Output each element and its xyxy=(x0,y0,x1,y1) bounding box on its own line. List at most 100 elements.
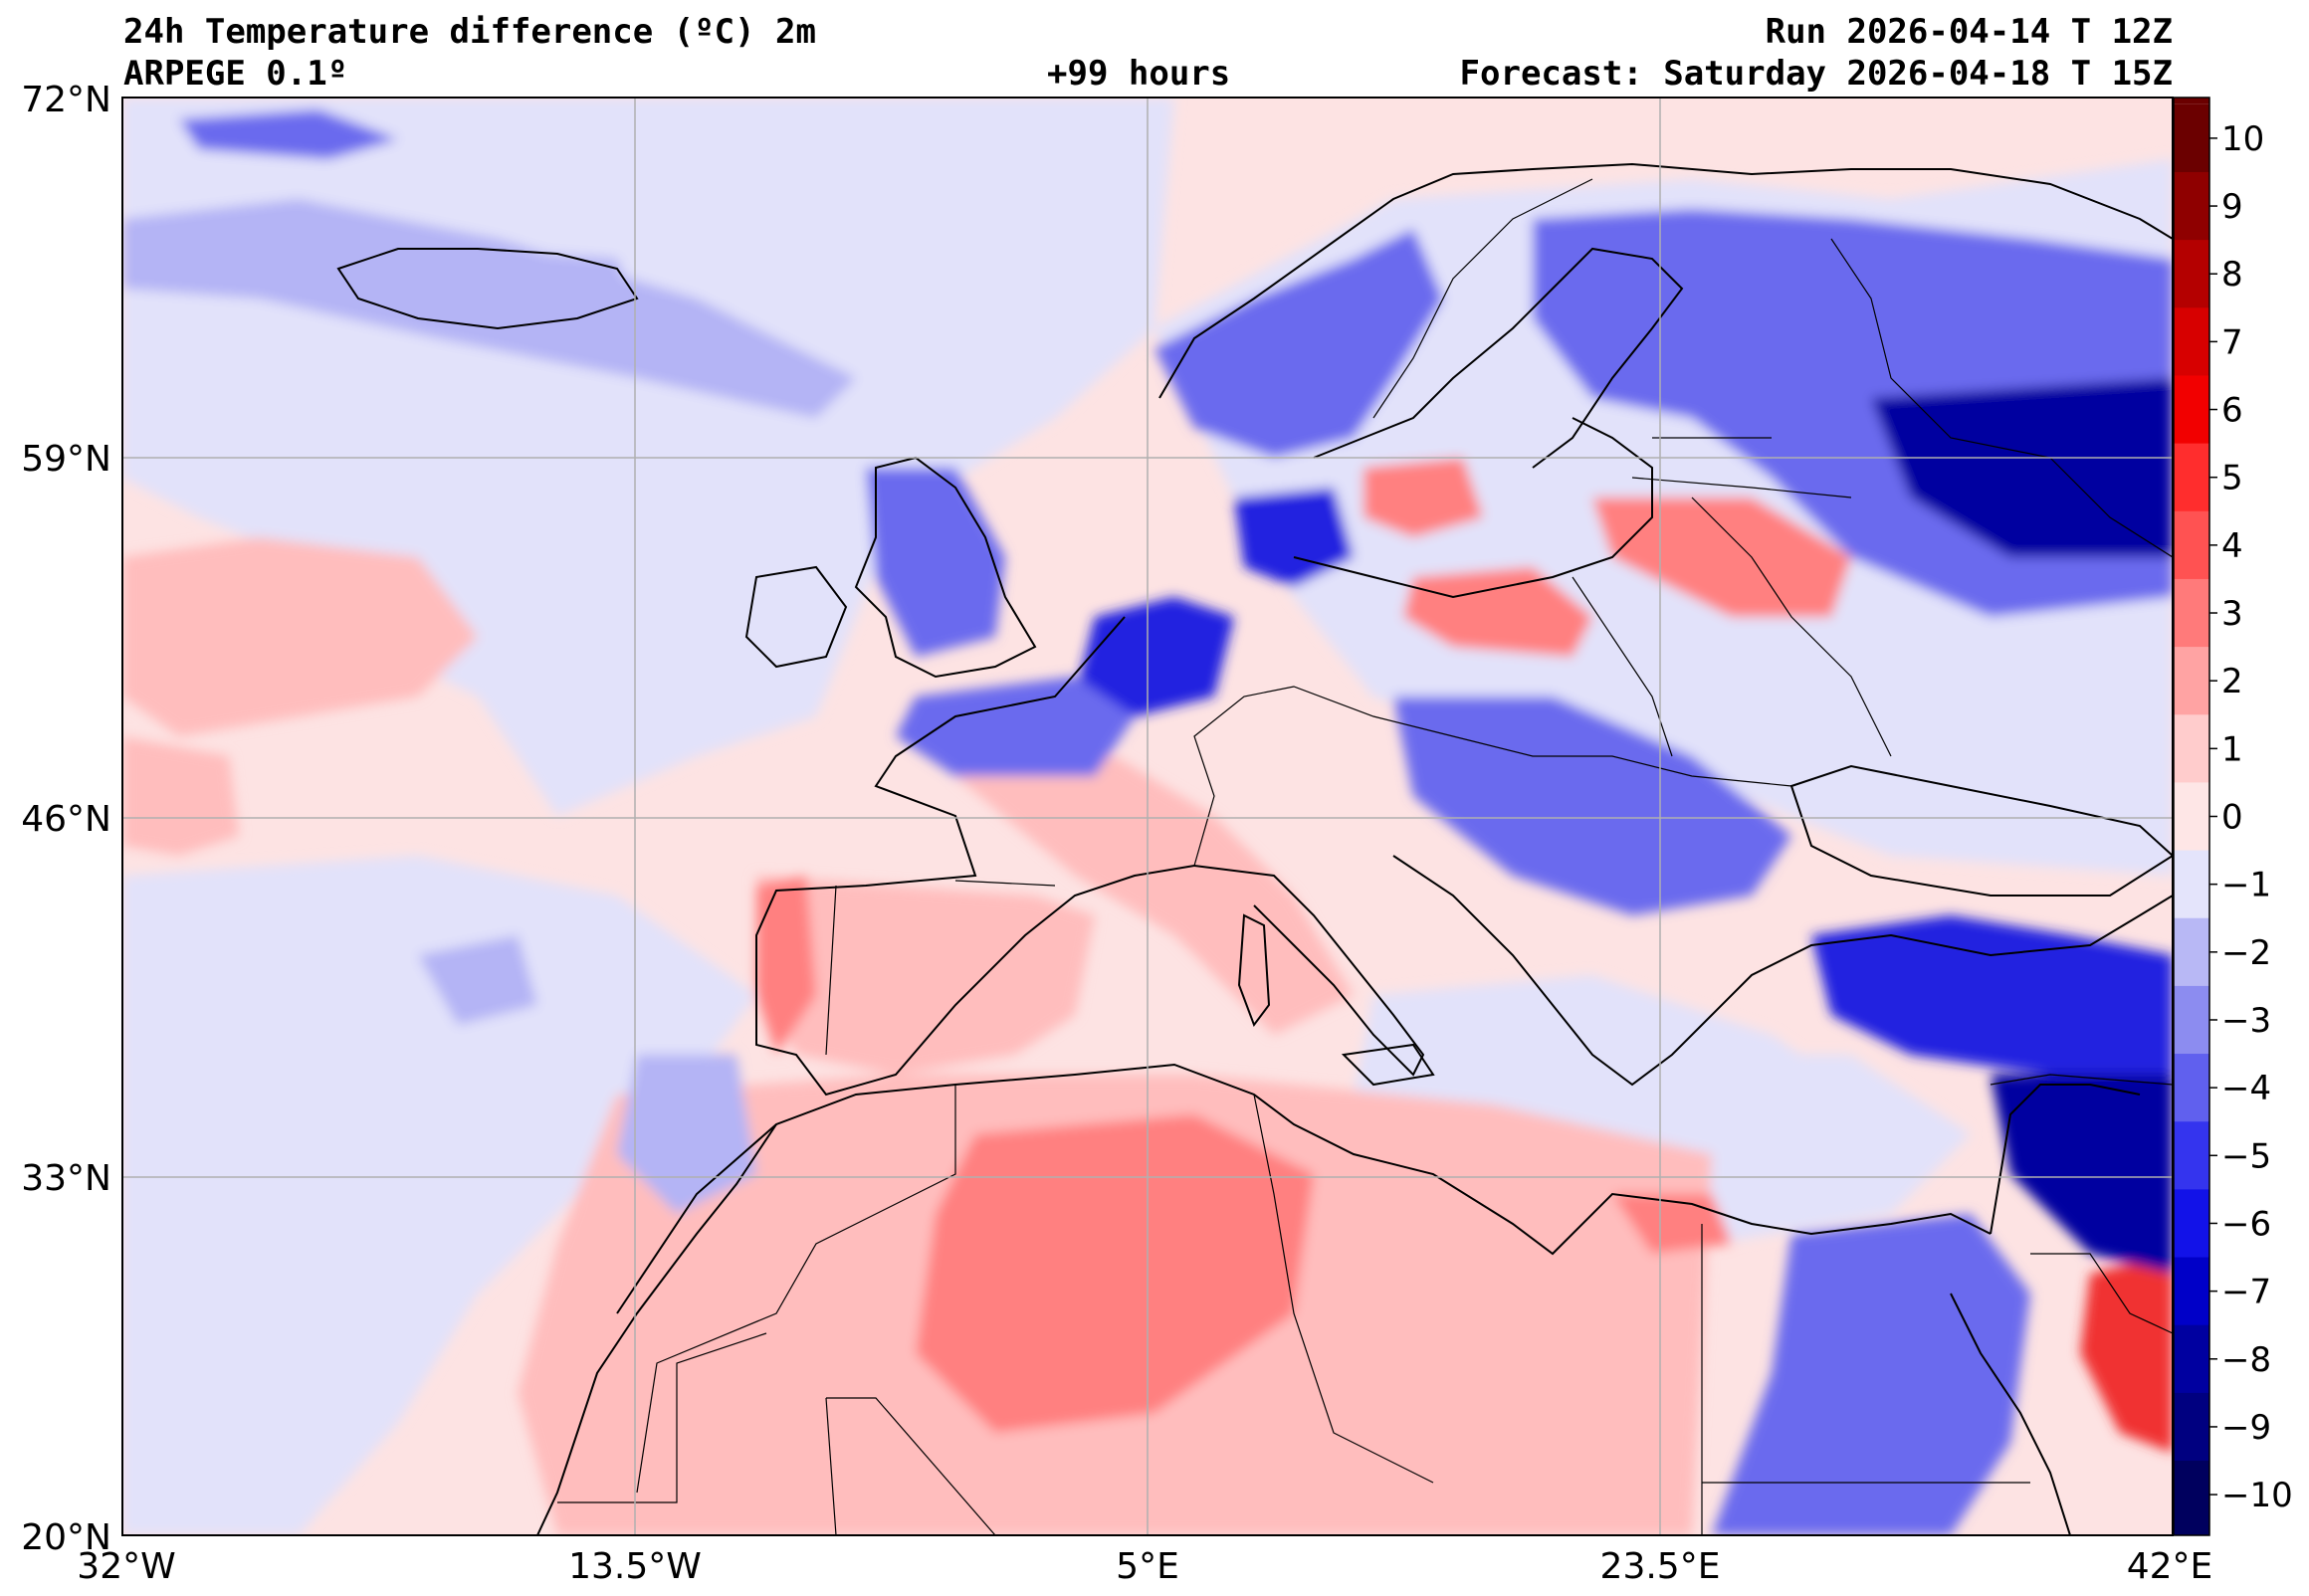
model-name: ARPEGE 0.1º xyxy=(123,54,348,94)
colorbar-label: −7 xyxy=(2221,1273,2271,1312)
cool-uk xyxy=(866,468,1005,657)
coastline-balkans xyxy=(1392,855,2173,1087)
warm-arabia xyxy=(2080,1254,2173,1453)
colorbar-band xyxy=(2174,240,2209,308)
gridlines xyxy=(122,98,2173,1535)
warm-sweden-south xyxy=(1364,458,1483,537)
colorbar-label: −9 xyxy=(2221,1408,2271,1448)
colorbar-band-bottom-extend xyxy=(2174,1528,2209,1535)
warm-atlantic-west xyxy=(122,537,478,736)
colorbar-label: −8 xyxy=(2221,1340,2271,1380)
coastline-italy xyxy=(1193,865,1425,1077)
coastline-sweden xyxy=(1313,247,1684,469)
lat-label-46n: 46°N xyxy=(21,799,111,840)
colorbar-label: 10 xyxy=(2221,119,2264,159)
colorbar-band xyxy=(2174,510,2209,580)
cool-denmark xyxy=(1234,488,1354,587)
border-algeria-libya xyxy=(1253,1094,1434,1484)
colorbar-label: −4 xyxy=(2221,1069,2271,1108)
colorbar-label: −3 xyxy=(2221,1001,2271,1041)
cool-atlantic-patch xyxy=(418,935,537,1025)
colorbar-label: 2 xyxy=(2221,662,2243,701)
colorbar-label: −10 xyxy=(2221,1476,2293,1515)
colorbar-frame xyxy=(2173,97,2210,1536)
border-norway-sweden xyxy=(1372,178,1593,419)
lon-label-32w: 32°W xyxy=(77,1546,175,1587)
warm-atlantic-sw xyxy=(122,736,239,856)
coastline-scandinavia xyxy=(1158,162,2173,399)
cool-atlantic-band xyxy=(122,199,856,418)
border-sahara xyxy=(557,1332,767,1503)
border-russia xyxy=(1830,238,2173,558)
coastline-red-sea xyxy=(1950,1293,2071,1535)
colorbar-label: −1 xyxy=(2221,866,2271,905)
lead-time: +99 hours xyxy=(1047,54,1231,94)
border-east-europe xyxy=(1572,497,1892,757)
lat-label-33n: 33°N xyxy=(21,1158,111,1199)
colorbar-label: 0 xyxy=(2221,798,2243,838)
colorbar-band xyxy=(2174,1121,2209,1190)
run-time: Run 2026-04-14 T 12Z xyxy=(1765,12,2173,52)
coastline-black-sea xyxy=(1789,764,2173,897)
colorbar-band xyxy=(2174,1189,2209,1259)
colorbar-band xyxy=(2174,375,2209,445)
colorbar-band xyxy=(2174,1324,2209,1394)
forecast-time: Forecast: Saturday 2026-04-18 T 15Z xyxy=(1459,54,2173,94)
colorbar-band xyxy=(2174,307,2209,376)
warm-italy-france xyxy=(955,756,1354,1035)
coastlines xyxy=(336,162,2173,1535)
map-title: 24h Temperature difference (ºC) 2m xyxy=(123,12,816,52)
cool-atlantic-south xyxy=(617,1055,756,1214)
warm-poland xyxy=(1403,567,1592,657)
colorbar-band xyxy=(2174,647,2209,715)
warm-iberia xyxy=(756,876,1095,1075)
lon-label-42e: 42°E xyxy=(2127,1546,2213,1587)
lon-label-5e: 5°E xyxy=(1116,1546,1179,1587)
longitude-labels: 32°W 13.5°W 5°E 23.5°E 42°E xyxy=(77,1546,2212,1587)
colorbar-label: 7 xyxy=(2221,322,2243,362)
colorbar-band xyxy=(2174,1461,2209,1529)
cool-balkans xyxy=(1393,697,1791,915)
coastline-levant xyxy=(1990,1084,2141,1235)
border-spain-france xyxy=(825,880,1056,1056)
lon-label-13.5w: 13.5°W xyxy=(568,1546,702,1587)
colorbar-band xyxy=(2174,850,2209,919)
lon-label-23.5e: 23.5°E xyxy=(1600,1546,1721,1587)
colorbar-band xyxy=(2174,171,2209,241)
cool-france-west xyxy=(896,677,1135,776)
lat-label-72n: 72°N xyxy=(21,80,111,120)
warm-portugal xyxy=(756,876,816,1055)
coastline-france-iberia xyxy=(755,616,1195,1097)
lat-label-59n: 59°N xyxy=(21,439,111,480)
colorbar-label: 5 xyxy=(2221,459,2243,499)
warm-sahara xyxy=(916,1114,1314,1433)
colorbar-band xyxy=(2174,1392,2209,1462)
coastline-ireland xyxy=(744,565,848,669)
colorbar-band-top-extend xyxy=(2174,98,2209,104)
lat-label-20n: 20°N xyxy=(21,1517,111,1558)
coastline-corsica-sardinia xyxy=(1237,913,1271,1028)
border-arabia xyxy=(2030,1253,2173,1334)
latitude-labels: 72°N 59°N 46°N 33°N 20°N xyxy=(21,80,111,1558)
colorbar-band xyxy=(2174,985,2209,1055)
cool-central-atlantic xyxy=(122,856,756,1535)
colorbar-band xyxy=(2174,782,2209,852)
cool-russia-core xyxy=(1871,378,2173,557)
colorbar-band xyxy=(2174,714,2209,783)
coastline-britain xyxy=(854,456,1037,679)
colorbar-band xyxy=(2174,443,2209,512)
colorbar-label: 9 xyxy=(2221,187,2243,227)
colorbar-band xyxy=(2174,578,2209,648)
colorbar-label: 4 xyxy=(2221,526,2243,566)
colorbar-label: 6 xyxy=(2221,391,2243,431)
cool-turkey xyxy=(1811,915,2173,1095)
colorbar-band xyxy=(2174,917,2209,987)
warm-baltic-states xyxy=(1592,498,1851,617)
coastline-north-africa xyxy=(616,1063,1992,1314)
coastline-sicily xyxy=(1341,1043,1435,1087)
borders xyxy=(557,178,2173,1535)
colorbar-label: −5 xyxy=(2221,1136,2271,1176)
colorbar-band xyxy=(2174,1257,2209,1326)
